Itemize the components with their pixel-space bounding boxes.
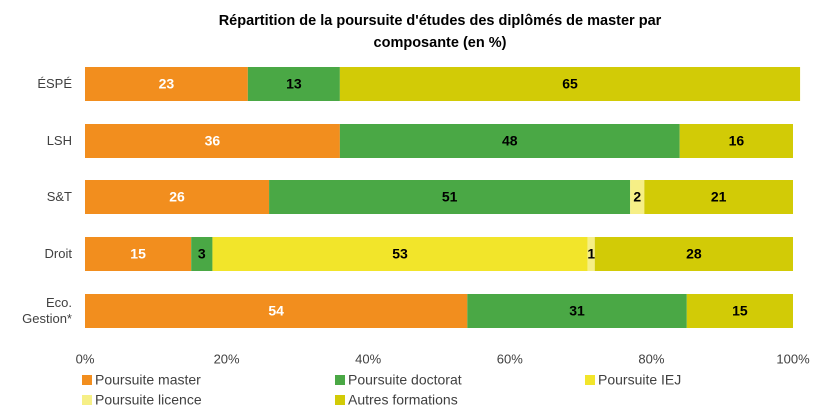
- data-label: 1: [587, 246, 595, 262]
- data-label: 21: [711, 189, 727, 205]
- legend-swatch: [82, 395, 92, 405]
- data-label: 31: [569, 303, 585, 319]
- data-label: 3: [198, 246, 206, 262]
- legend-swatch: [82, 375, 92, 385]
- x-tick-label: 20%: [214, 351, 240, 366]
- legend-label: Poursuite licence: [95, 392, 202, 407]
- y-tick-label: Eco. Gestion*: [22, 295, 72, 326]
- bar-segment: [467, 294, 687, 328]
- x-tick-label: 100%: [776, 351, 810, 366]
- data-label: 15: [732, 303, 748, 319]
- y-tick-label: LSH: [46, 133, 72, 148]
- bar-segment: [679, 124, 793, 158]
- data-label: 13: [286, 76, 302, 92]
- data-label: 16: [729, 133, 745, 149]
- bar-segment: [587, 237, 595, 271]
- bar-segment: [85, 294, 468, 328]
- bar-segment: [630, 180, 645, 214]
- bar-segment: [85, 180, 270, 214]
- bar-segment: [269, 180, 631, 214]
- y-tick-label: ÉSPÉ: [37, 76, 72, 91]
- bar-segment: [686, 294, 793, 328]
- bar-segment: [339, 124, 680, 158]
- bar-segment: [85, 124, 340, 158]
- bar-segment: [212, 237, 588, 271]
- data-label: 54: [268, 303, 284, 319]
- legend-label: Poursuite doctorat: [348, 372, 462, 388]
- y-tick-label: Droit: [44, 246, 72, 261]
- bar-segment: [594, 237, 793, 271]
- y-tick-label: S&T: [46, 189, 72, 204]
- data-label: 28: [686, 246, 702, 262]
- legend-label: Autres formations: [348, 392, 458, 407]
- x-tick-label: 60%: [497, 351, 523, 366]
- data-label: 48: [502, 133, 518, 149]
- data-label: 23: [159, 76, 175, 92]
- data-label: 36: [205, 133, 221, 149]
- legend-swatch: [335, 395, 345, 405]
- bar-segment: [339, 67, 801, 101]
- data-label: 26: [169, 189, 185, 205]
- data-label: 65: [562, 76, 578, 92]
- chart-title: Répartition de la poursuite d'études des…: [218, 13, 662, 51]
- data-label: 15: [130, 246, 146, 262]
- data-label: 53: [392, 246, 408, 262]
- legend-swatch: [585, 375, 595, 385]
- data-label: 51: [442, 189, 458, 205]
- data-label: 2: [633, 189, 641, 205]
- legend-label: Poursuite IEJ: [598, 372, 681, 388]
- legend-swatch: [335, 375, 345, 385]
- bar-segment: [247, 67, 340, 101]
- x-tick-label: 40%: [355, 351, 381, 366]
- x-tick-label: 80%: [638, 351, 664, 366]
- legend-label: Poursuite master: [95, 372, 201, 388]
- bar-segment: [85, 237, 192, 271]
- bar-segment: [191, 237, 213, 271]
- x-tick-label: 0%: [76, 351, 95, 366]
- bar-segment: [85, 67, 248, 101]
- bar-segment: [644, 180, 793, 214]
